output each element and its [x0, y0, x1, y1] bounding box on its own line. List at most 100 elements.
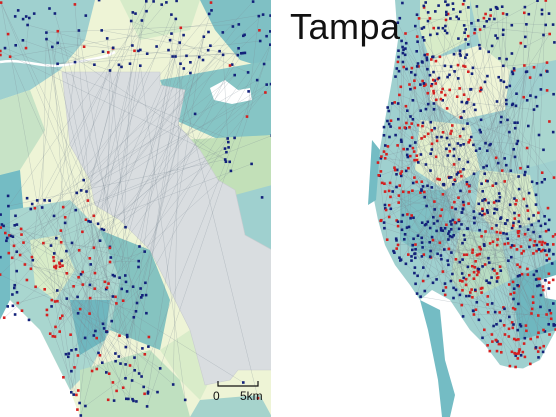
blue-point: [513, 155, 517, 159]
red-point: [422, 6, 426, 9]
network-line: [57, 31, 126, 379]
blue-point: [432, 108, 436, 111]
red-point: [415, 158, 419, 162]
blue-point: [496, 161, 500, 165]
blue-point: [428, 241, 431, 244]
red-point: [434, 59, 438, 63]
blue-point: [539, 88, 543, 91]
blue-point: [500, 5, 504, 8]
red-point: [545, 89, 549, 92]
blue-point: [548, 248, 551, 252]
blue-point: [397, 69, 401, 73]
blue-point: [409, 216, 412, 220]
blue-point: [491, 267, 495, 271]
blue-point: [14, 44, 17, 47]
blue-point: [2, 224, 5, 228]
network-line: [431, 130, 498, 246]
red-point: [481, 286, 484, 290]
blue-point: [478, 43, 481, 47]
red-point: [483, 328, 486, 332]
network-line: [451, 68, 515, 230]
blue-point: [460, 272, 464, 275]
network-line: [106, 10, 212, 332]
network-line: [426, 59, 438, 222]
network-line: [101, 30, 238, 56]
network-line: [59, 92, 266, 264]
blue-point: [552, 302, 555, 305]
blue-point: [142, 385, 145, 389]
red-point: [532, 252, 535, 255]
blue-point: [461, 241, 464, 245]
blue-point: [457, 77, 460, 80]
network-line: [12, 257, 124, 301]
blue-point: [246, 71, 250, 74]
network-line: [433, 217, 478, 276]
blue-point: [445, 13, 448, 16]
network-line: [80, 56, 176, 416]
blue-point: [408, 144, 412, 148]
red-point: [430, 58, 433, 61]
blue-point: [147, 345, 150, 348]
blue-point: [542, 148, 545, 152]
blue-point: [452, 296, 455, 300]
red-point: [462, 253, 466, 257]
blue-point: [513, 197, 516, 200]
red-point: [29, 267, 33, 271]
red-point: [7, 251, 11, 255]
red-point: [511, 280, 515, 284]
red-point: [435, 139, 439, 143]
blue-point: [505, 13, 509, 16]
network-line: [532, 0, 546, 297]
blue-point: [255, 78, 259, 82]
red-point: [529, 337, 532, 341]
red-point: [509, 292, 512, 296]
red-point: [415, 180, 418, 184]
network-line: [481, 199, 485, 237]
blue-point: [481, 199, 484, 202]
blue-point: [141, 347, 144, 350]
red-point: [486, 295, 490, 298]
red-point: [545, 253, 548, 257]
blue-point: [510, 52, 514, 55]
blue-point: [241, 51, 245, 55]
blue-point: [470, 135, 473, 139]
network-line: [452, 158, 505, 275]
blue-point: [30, 202, 34, 206]
blue-point: [101, 50, 105, 53]
red-point: [77, 276, 80, 279]
blue-point: [483, 198, 486, 201]
red-point: [30, 255, 34, 259]
network-line: [90, 297, 137, 312]
blue-point: [64, 352, 68, 356]
blue-point: [513, 121, 516, 124]
blue-point: [124, 225, 127, 229]
red-point: [54, 266, 58, 270]
blue-point: [419, 83, 422, 86]
red-point: [531, 295, 535, 299]
blue-point: [21, 17, 25, 21]
red-point: [469, 291, 472, 294]
network-line: [422, 88, 460, 123]
red-point: [544, 229, 548, 233]
network-line: [140, 65, 186, 400]
red-point: [517, 338, 520, 341]
red-point: [380, 155, 383, 158]
blue-point: [7, 204, 10, 208]
network-line: [30, 268, 121, 364]
red-point: [541, 240, 544, 244]
red-point: [423, 190, 426, 194]
blue-point: [6, 194, 10, 198]
blue-point: [105, 330, 109, 334]
red-point: [512, 244, 516, 247]
blue-point: [452, 183, 455, 186]
blue-point: [70, 349, 73, 352]
blue-point: [534, 95, 538, 99]
blue-point: [170, 13, 173, 16]
network-line: [466, 29, 504, 103]
blue-point: [389, 207, 393, 211]
blue-point: [171, 55, 174, 58]
blue-point: [525, 23, 528, 26]
red-point: [458, 279, 462, 282]
blue-point: [386, 106, 389, 109]
blue-point: [139, 287, 142, 290]
